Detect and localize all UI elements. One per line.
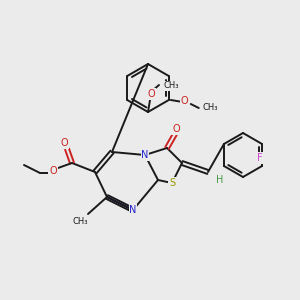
Text: CH₃: CH₃	[72, 217, 88, 226]
Text: O: O	[49, 166, 57, 176]
Text: O: O	[172, 124, 180, 134]
Text: O: O	[147, 89, 155, 99]
Text: N: N	[129, 205, 137, 215]
Text: CH₃: CH₃	[164, 82, 179, 91]
Text: CH₃: CH₃	[203, 103, 218, 112]
Text: O: O	[60, 138, 68, 148]
Text: H: H	[216, 175, 224, 185]
Text: O: O	[181, 96, 189, 106]
Text: S: S	[169, 178, 175, 188]
Text: F: F	[257, 153, 263, 163]
Text: N: N	[141, 150, 149, 160]
